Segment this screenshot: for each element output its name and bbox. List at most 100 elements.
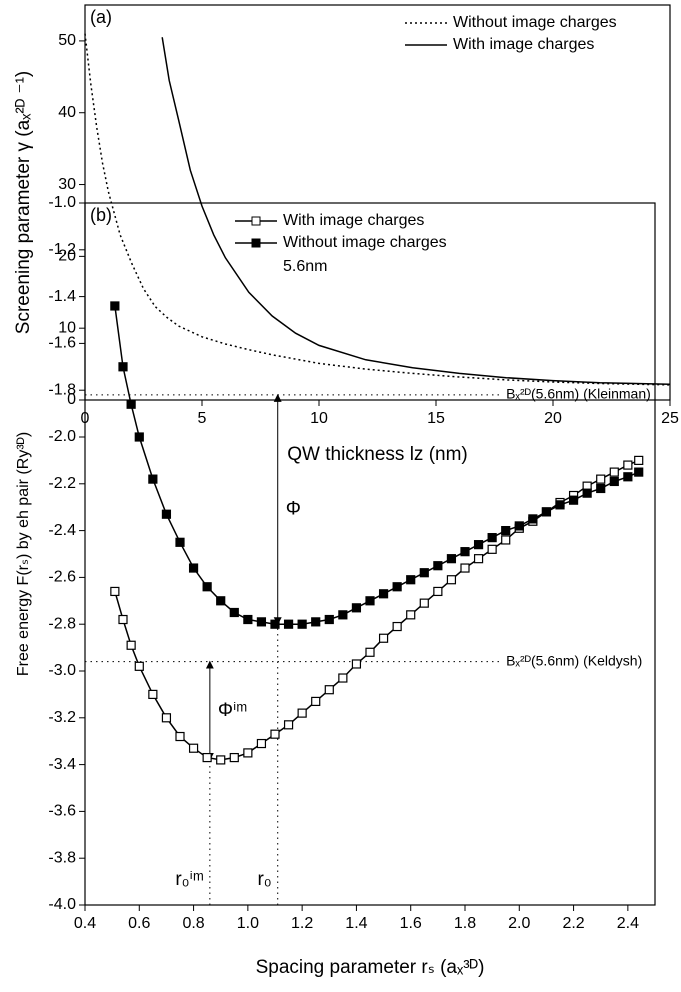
data-point: [419, 568, 429, 578]
data-point: [487, 533, 497, 543]
x-tick-label: 2.4: [617, 915, 639, 932]
legend-marker: [251, 238, 261, 248]
y-tick-label: 10: [58, 319, 76, 336]
x-tick-label: 1.2: [291, 915, 313, 932]
y-tick-label: -3.2: [48, 709, 76, 726]
data-point: [487, 544, 497, 554]
data-point: [338, 610, 348, 620]
data-point: [202, 582, 212, 592]
y-axis-title: Free energy F(rₛ) by eh pair (Ry³ᴰ): [15, 432, 32, 676]
x-tick-label: 1.0: [237, 915, 259, 932]
data-point: [311, 617, 321, 627]
reference-label: Bₓ²ᴰ(5.6nm) (Kleinman): [506, 386, 651, 402]
y-tick-label: -2.4: [48, 522, 76, 539]
x-tick-label: 2.0: [508, 915, 530, 932]
x-tick-label: 2.2: [562, 915, 584, 932]
y-tick-label: -3.4: [48, 756, 76, 773]
legend-marker: [251, 216, 261, 226]
arrow-label: Φ: [286, 499, 301, 520]
data-point: [460, 563, 470, 573]
y-tick-label: 40: [58, 104, 76, 121]
data-point: [351, 603, 362, 613]
y-tick-label: 50: [58, 32, 76, 49]
data-point: [378, 633, 389, 643]
data-point: [623, 472, 633, 482]
data-point: [188, 563, 199, 573]
series-line: [114, 305, 639, 625]
y-tick-label: -1.0: [48, 194, 76, 211]
y-tick-label: -3.0: [48, 662, 76, 679]
data-point: [110, 301, 120, 311]
data-point: [634, 467, 644, 477]
data-point: [118, 362, 128, 372]
y-tick-label: 20: [58, 248, 76, 265]
data-point: [392, 621, 402, 632]
data-point: [338, 673, 348, 683]
x-tick-label: 20: [544, 410, 562, 427]
data-point: [126, 640, 136, 650]
data-point: [243, 748, 253, 758]
data-point: [229, 607, 239, 618]
data-point: [528, 514, 538, 524]
data-point: [216, 755, 226, 765]
data-point: [473, 554, 484, 564]
y-tick-label: -3.8: [48, 849, 76, 866]
data-point: [324, 614, 334, 625]
y-tick-label: -1.4: [48, 288, 76, 305]
data-point: [555, 500, 565, 510]
data-point: [473, 540, 484, 550]
y-tick-label: -2.8: [48, 615, 76, 632]
data-point: [188, 743, 199, 753]
x-tick-label: 0.4: [74, 915, 96, 932]
data-point: [311, 696, 321, 707]
data-point: [433, 561, 443, 571]
series-line: [84, 33, 671, 386]
data-point: [110, 586, 120, 597]
data-point: [270, 729, 280, 739]
data-point: [270, 619, 280, 629]
data-point: [596, 483, 606, 494]
x-tick-label: 1.6: [400, 915, 422, 932]
data-point: [596, 474, 606, 484]
data-point: [126, 399, 136, 409]
x-tick-label: 0.6: [128, 915, 150, 932]
data-point: [501, 525, 511, 536]
data-point: [406, 575, 416, 585]
data-point: [324, 685, 334, 695]
y-tick-label: 30: [58, 176, 76, 193]
data-point: [609, 476, 619, 487]
legend-label: Without image charges: [283, 234, 447, 251]
data-point: [161, 509, 172, 519]
reference-label: Bₓ²ᴰ(5.6nm) (Keldysh): [506, 652, 642, 668]
series-line: [161, 37, 671, 385]
data-point: [433, 586, 443, 597]
data-point: [216, 596, 226, 606]
y-tick-label: -1.2: [48, 241, 76, 258]
data-point: [256, 738, 267, 749]
data-point: [229, 752, 239, 763]
data-point: [378, 589, 389, 599]
data-point: [419, 598, 429, 608]
plot-frame: [84, 202, 656, 906]
data-point: [134, 432, 144, 442]
data-point: [283, 619, 294, 629]
data-point: [609, 467, 619, 477]
vertical-marker-label: r₀ⁱᵐ: [175, 869, 204, 890]
y-tick-label: -3.6: [48, 803, 76, 820]
arrow-label: Φⁱᵐ: [218, 700, 247, 721]
data-point: [161, 713, 172, 723]
x-tick-label: 1.4: [345, 915, 367, 932]
panel-label: (b): [90, 205, 112, 225]
y-axis-title: Screening parameter γ (aₓ²ᴰ ⁻¹): [13, 71, 34, 334]
x-axis-title: Spacing parameter rₛ (aₓ³ᴰ): [256, 957, 485, 978]
data-point: [148, 689, 158, 700]
data-point: [202, 752, 212, 763]
y-tick-label: -4.0: [48, 896, 76, 913]
data-point: [406, 610, 416, 620]
x-axis-title: QW thickness lz (nm): [287, 444, 468, 465]
vertical-marker-label: r₀: [257, 869, 271, 890]
data-point: [297, 619, 307, 629]
data-point: [175, 537, 185, 547]
data-point: [514, 521, 524, 531]
y-tick-label: -1.6: [48, 335, 76, 352]
